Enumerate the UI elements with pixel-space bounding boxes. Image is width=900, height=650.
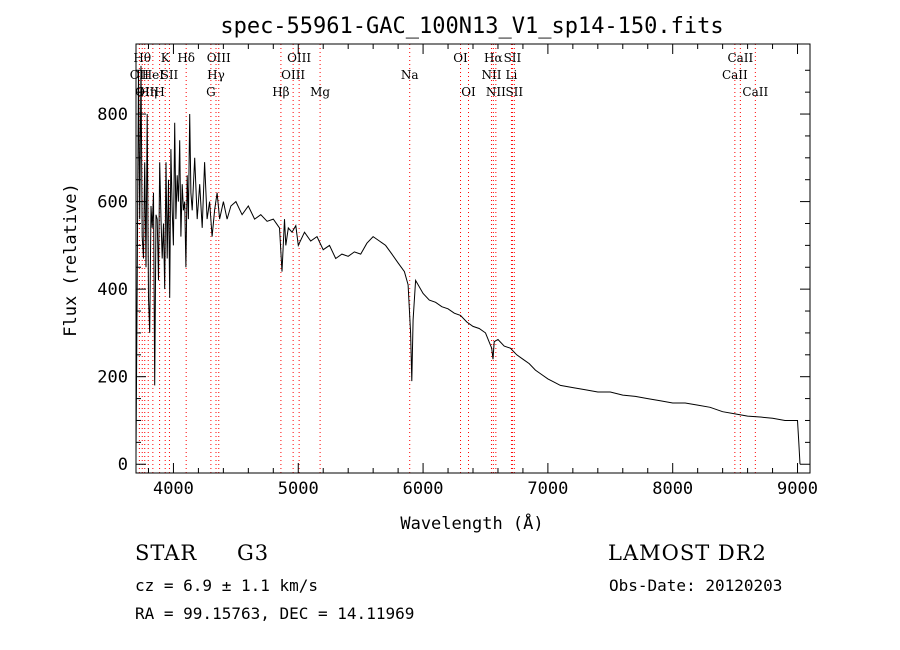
line-marker-label: OII: [130, 68, 150, 82]
line-marker-label: CaII: [727, 51, 753, 65]
line-marker-label: SII: [505, 85, 523, 99]
line-marker-label: OIII: [207, 51, 231, 65]
redshift-readout: cz = 6.9 ± 1.1 km/s: [135, 576, 319, 595]
line-marker-label: HeI: [142, 68, 165, 82]
y-tick-label: 0: [118, 455, 128, 475]
coordinates: RA = 99.15763, DEC = 14.11969: [135, 604, 415, 623]
line-marker-label: NII: [481, 68, 501, 82]
line-marker-label: SII: [161, 68, 179, 82]
y-axis-ticks: 0 200 400 600 800: [97, 69, 810, 475]
x-tick-label: 4000: [153, 479, 194, 499]
spectral-subclass: G3: [237, 541, 270, 565]
line-marker-label: Hβ: [272, 85, 289, 99]
plot-frame: [135, 43, 811, 474]
line-marker-label: K: [161, 51, 171, 65]
line-marker-label: Mg: [310, 85, 330, 99]
obs-date: Obs-Date: 20120203: [609, 576, 783, 595]
line-marker-label: OIII: [281, 68, 305, 82]
line-marker-label: SII: [504, 51, 522, 65]
line-marker-label: OI: [461, 85, 476, 99]
line-marker-labels: OIIHθOIIHηHeIHKSIIHδGHγOIIIHβOIIIOIIIMgN…: [130, 51, 769, 99]
line-marker-label: Na: [401, 68, 419, 82]
x-tick-label: 7000: [527, 479, 568, 499]
line-marker-label: Hα: [484, 51, 503, 65]
line-marker-label: Hγ: [207, 68, 225, 82]
line-marker-label: CaII: [742, 85, 768, 99]
y-tick-label: 200: [97, 368, 128, 388]
line-marker-label: Hη: [139, 85, 157, 99]
line-marker-label: H: [154, 85, 164, 99]
line-marker-label: OI: [453, 51, 468, 65]
spectrum-line: [135, 65, 801, 465]
x-tick-label: 9000: [777, 479, 818, 499]
line-marker-label: OIII: [287, 51, 311, 65]
line-marker-label: Hδ: [177, 51, 195, 65]
line-marker-label: G: [206, 85, 216, 99]
x-tick-label: 8000: [652, 479, 693, 499]
line-markers: [138, 44, 756, 473]
y-axis-label: Flux (relative): [61, 183, 81, 337]
line-marker-label: Hθ: [133, 51, 151, 65]
x-tick-label: 5000: [278, 479, 319, 499]
survey-name: LAMOST DR2: [608, 541, 767, 565]
chart-title: spec-55961-GAC_100N13_V1_sp14-150.fits: [220, 14, 723, 39]
x-axis-ticks: 4000 5000 6000 7000 8000 9000: [147, 44, 818, 499]
line-marker-label: OII: [135, 85, 155, 99]
y-tick-label: 400: [97, 280, 128, 300]
line-marker-label: Li: [506, 68, 518, 82]
y-tick-label: 600: [97, 193, 128, 213]
y-tick-label: 800: [97, 105, 128, 125]
line-marker-label: CaII: [722, 68, 748, 82]
x-tick-label: 6000: [403, 479, 444, 499]
object-class: STAR: [135, 541, 198, 565]
x-axis-label: Wavelength (Å): [400, 512, 543, 534]
line-marker-label: NII: [486, 85, 506, 99]
